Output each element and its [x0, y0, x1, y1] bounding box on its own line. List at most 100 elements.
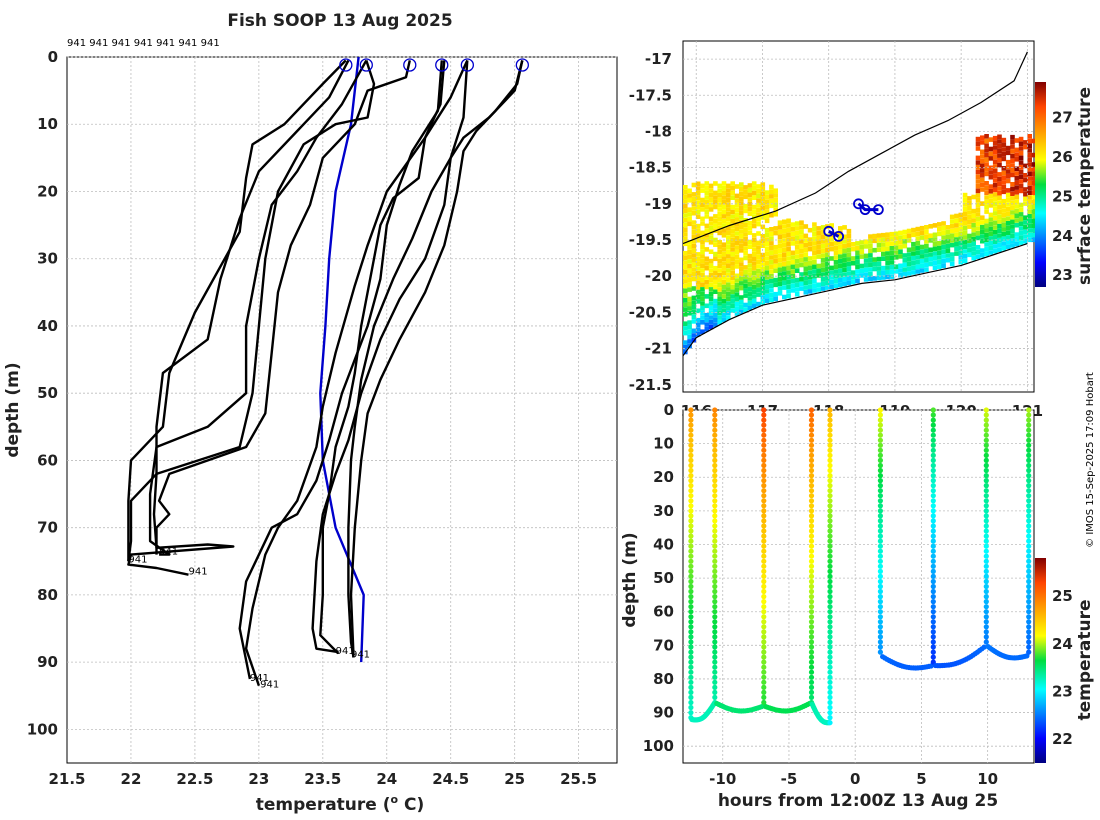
- data-point: [761, 614, 767, 620]
- y-tick-label: 50: [37, 384, 58, 402]
- sst-cell: [992, 173, 998, 179]
- data-point: [1026, 493, 1032, 499]
- sst-cell: [794, 268, 800, 273]
- sst-cell: [1010, 149, 1015, 154]
- data-point: [761, 654, 767, 660]
- sst-cell: [1010, 238, 1015, 243]
- sst-cell: [988, 231, 994, 236]
- sst-cell: [747, 282, 753, 287]
- sst-cell: [700, 263, 705, 269]
- sst-cell: [713, 298, 718, 304]
- sst-cell: [988, 212, 994, 218]
- sst-cell: [764, 218, 770, 224]
- sst-cell: [1014, 199, 1020, 204]
- data-point: [761, 588, 767, 595]
- data-point: [930, 619, 936, 625]
- sst-cell: [786, 260, 791, 266]
- sst-cell: [988, 250, 994, 255]
- sst-cell: [786, 275, 791, 280]
- sst-cell: [717, 197, 722, 203]
- map-panel: 116117118119120121 -17-17.5-18-18.5-19-1…: [629, 40, 1095, 420]
- sst-cell: [928, 252, 933, 257]
- sst-cell: [734, 240, 740, 246]
- data-point: [688, 563, 694, 569]
- data-point: [761, 669, 767, 675]
- data-point: [761, 467, 767, 474]
- series-line-profile-4: [127, 60, 376, 562]
- sst-cell: [928, 224, 933, 229]
- data-point: [1026, 473, 1032, 479]
- sst-cell: [988, 156, 994, 161]
- sst-cell: [992, 150, 998, 155]
- sst-cell: [713, 218, 718, 224]
- sst-cell: [1010, 186, 1015, 192]
- sst-cell: [760, 234, 766, 239]
- data-point: [808, 588, 815, 595]
- sst-cell: [962, 216, 968, 221]
- sst-cell: [812, 250, 817, 256]
- sst-cell: [988, 217, 994, 222]
- sst-cell: [1023, 163, 1028, 169]
- data-point: [930, 583, 936, 590]
- sst-cell: [773, 207, 778, 212]
- sst-cell: [984, 134, 989, 139]
- sst-cell: [683, 321, 688, 326]
- sst-cell: [838, 226, 843, 231]
- data-point: [1026, 462, 1032, 469]
- data-point: [761, 558, 767, 564]
- sst-cell: [713, 195, 718, 200]
- data-point: [1026, 639, 1032, 645]
- sst-cell: [691, 192, 697, 197]
- sst-cell: [992, 187, 998, 193]
- sst-cell: [683, 189, 688, 195]
- sst-cell: [954, 251, 959, 256]
- sst-cell: [997, 143, 1002, 149]
- sst-cell: [700, 240, 705, 245]
- sst-cell: [855, 278, 860, 284]
- sst-cell: [777, 253, 783, 258]
- sst-cell: [992, 220, 998, 226]
- sst-cell: [734, 226, 740, 232]
- data-point: [688, 523, 694, 529]
- sst-cell: [980, 154, 985, 159]
- sst-cell: [713, 280, 718, 285]
- data-point: [761, 523, 767, 529]
- sst-cell: [683, 250, 688, 256]
- sst-cell: [777, 267, 783, 272]
- sst-cell: [777, 248, 783, 254]
- data-point: [827, 634, 833, 640]
- data-point: [761, 488, 767, 494]
- sst-cell: [691, 276, 697, 282]
- sst-cell: [700, 287, 705, 292]
- sst-cell: [1001, 184, 1007, 190]
- sst-cell: [1001, 170, 1007, 176]
- data-point: [712, 573, 718, 580]
- sst-cell: [975, 198, 981, 203]
- data-point: [761, 548, 767, 554]
- data-point: [712, 619, 718, 625]
- y-tick-label: 10: [37, 115, 58, 133]
- data-point: [808, 427, 815, 433]
- sst-cell: [734, 259, 740, 264]
- sst-cell: [833, 283, 839, 288]
- sst-cell: [704, 200, 710, 205]
- sst-cell: [975, 141, 981, 147]
- sst-cell: [1018, 155, 1024, 161]
- data-point: [712, 644, 718, 650]
- sst-cell: [954, 232, 959, 238]
- sst-cell: [790, 283, 796, 288]
- sst-cell: [773, 202, 778, 208]
- data-point: [761, 533, 767, 539]
- sst-cell: [992, 164, 998, 169]
- data-point: [1026, 583, 1032, 590]
- data-point: [808, 599, 815, 605]
- sst-cell: [721, 228, 727, 233]
- sst-cell: [717, 310, 722, 316]
- sst-cell: [704, 256, 710, 262]
- sst-cell: [683, 236, 688, 242]
- sst-cell: [915, 231, 921, 237]
- data-point: [930, 639, 936, 645]
- sst-cell: [721, 294, 727, 299]
- sst-cell: [721, 200, 727, 205]
- sst-cell: [807, 242, 813, 247]
